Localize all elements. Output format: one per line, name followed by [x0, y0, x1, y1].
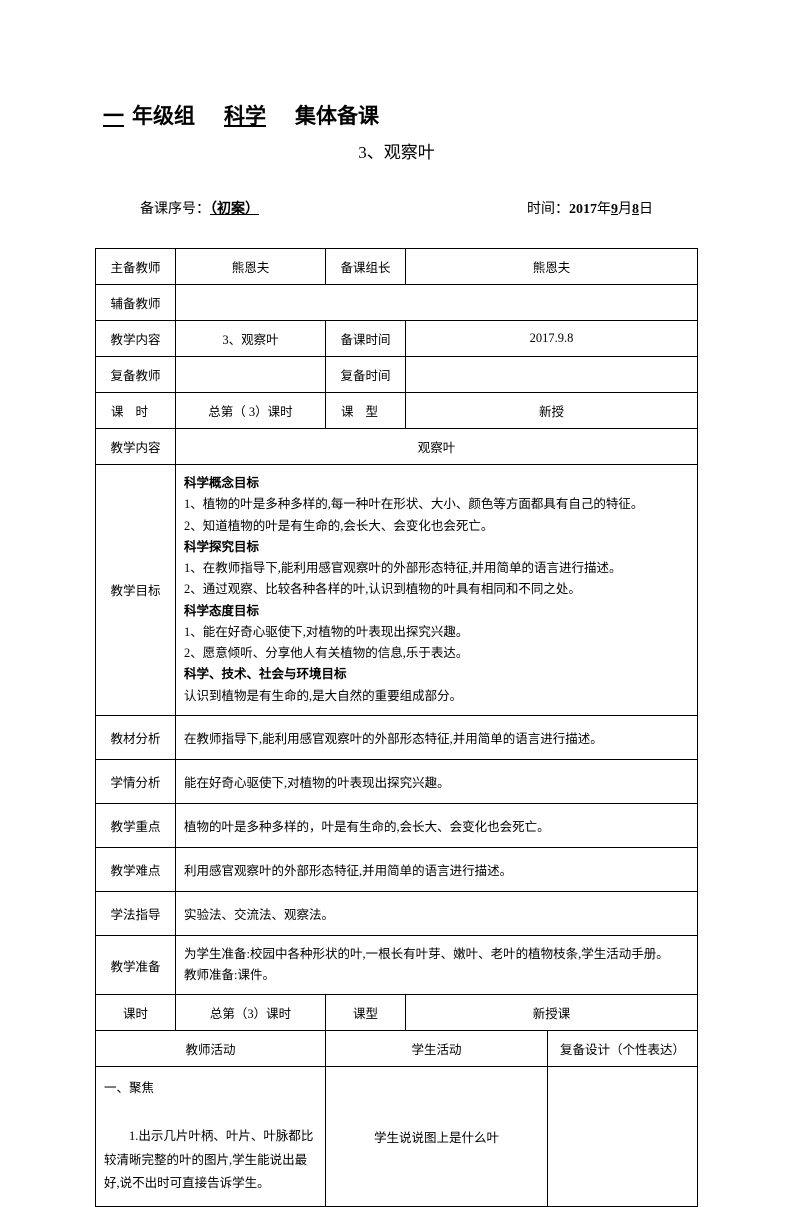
col1-header: 教师活动	[96, 1031, 326, 1067]
table-row: 教学内容 观察叶	[96, 429, 698, 465]
difficulty: 利用感官观察叶的外部形态特征,并用简单的语言进行描述。	[176, 847, 698, 891]
goals-content: 科学概念目标 1、植物的叶是多种多样的,每一种叶在形状、大小、颜色等方面都具有自…	[176, 465, 698, 716]
content: 3、观察叶	[176, 321, 326, 357]
assist-teacher-label: 辅备教师	[96, 285, 176, 321]
table-row: 一、聚焦 1.出示几片叶柄、叶片、叶脉都比较清晰完整的叶的图片,学生能说出最好,…	[96, 1067, 698, 1207]
review-time-cell	[406, 357, 698, 393]
focus-label: 教学重点	[96, 803, 176, 847]
meta-row: 备课序号：（初案） 时间：2017年9月8日	[95, 198, 698, 218]
goals-label: 教学目标	[96, 465, 176, 716]
table-row: 学法指导 实验法、交流法、观察法。	[96, 891, 698, 935]
table-row: 主备教师 熊恩夫 备课组长 熊恩夫	[96, 249, 698, 285]
date-info: 时间：2017年9月8日	[527, 198, 653, 218]
table-row: 教材分析 在教师指导下,能利用感官观察叶的外部形态特征,并用简单的语言进行描述。	[96, 715, 698, 759]
method: 实验法、交流法、观察法。	[176, 891, 698, 935]
table-row: 学情分析 能在好奇心驱使下,对植物的叶表现出探究兴趣。	[96, 759, 698, 803]
table-row: 辅备教师	[96, 285, 698, 321]
table-row: 课时 总第（ 3）课时 课型 新授	[96, 393, 698, 429]
prep-number: 备课序号：（初案）	[140, 198, 259, 218]
lesson-plan-table: 主备教师 熊恩夫 备课组长 熊恩夫 辅备教师 教学内容 3、观察叶 备课时间 2…	[95, 248, 698, 1207]
type: 新授	[406, 393, 698, 429]
table-row: 教学内容 3、观察叶 备课时间 2017.9.8	[96, 321, 698, 357]
table-row: 教学目标 科学概念目标 1、植物的叶是多种多样的,每一种叶在形状、大小、颜色等方…	[96, 465, 698, 716]
main-teacher: 熊恩夫	[176, 249, 326, 285]
type-label: 课型	[326, 393, 406, 429]
method-label: 学法指导	[96, 891, 176, 935]
col3-header: 复备设计（个性表达）	[548, 1031, 698, 1067]
prep-label: 教学准备	[96, 935, 176, 995]
material-label: 教材分析	[96, 715, 176, 759]
content2-label: 教学内容	[96, 429, 176, 465]
subtitle: 3、观察叶	[95, 138, 698, 163]
prep-leader-label: 备课组长	[326, 249, 406, 285]
table-row: 教学重点 植物的叶是多种多样的，叶是有生命的,会长大、会变化也会死亡。	[96, 803, 698, 847]
table-row: 课时 总第（3）课时 课型 新授课	[96, 995, 698, 1031]
focus: 植物的叶是多种多样的，叶是有生命的,会长大、会变化也会死亡。	[176, 803, 698, 847]
material: 在教师指导下,能利用感官观察叶的外部形态特征,并用简单的语言进行描述。	[176, 715, 698, 759]
prep-time: 2017.9.8	[406, 321, 698, 357]
review-teacher-cell	[176, 357, 326, 393]
assist-teacher-cell	[176, 285, 698, 321]
type2: 新授课	[406, 995, 698, 1031]
subject-underline: 科学	[216, 104, 274, 128]
teacher-activity: 一、聚焦 1.出示几片叶柄、叶片、叶脉都比较清晰完整的叶的图片,学生能说出最好,…	[96, 1067, 326, 1207]
main-teacher-label: 主备教师	[96, 249, 176, 285]
content2: 观察叶	[176, 429, 698, 465]
review-design-cell	[548, 1067, 698, 1207]
page-title: 一年级组 科学 集体备课	[95, 100, 698, 130]
prep-time-label: 备课时间	[326, 321, 406, 357]
period2-label: 课时	[96, 995, 176, 1031]
student: 能在好奇心驱使下,对植物的叶表现出探究兴趣。	[176, 759, 698, 803]
col2-header: 学生活动	[326, 1031, 548, 1067]
table-row: 教师活动 学生活动 复备设计（个性表达）	[96, 1031, 698, 1067]
grade-underline: 一	[95, 104, 132, 128]
table-row: 教学准备 为学生准备:校园中各种形状的叶,一根长有叶芽、嫩叶、老叶的植物枝条,学…	[96, 935, 698, 995]
period-label: 课时	[96, 393, 176, 429]
review-time-label: 复备时间	[326, 357, 406, 393]
period2: 总第（3）课时	[176, 995, 326, 1031]
prep-content: 为学生准备:校园中各种形状的叶,一根长有叶芽、嫩叶、老叶的植物枝条,学生活动手册…	[176, 935, 698, 995]
type2-label: 课型	[326, 995, 406, 1031]
difficulty-label: 教学难点	[96, 847, 176, 891]
table-row: 复备教师 复备时间	[96, 357, 698, 393]
student-label: 学情分析	[96, 759, 176, 803]
table-row: 教学难点 利用感官观察叶的外部形态特征,并用简单的语言进行描述。	[96, 847, 698, 891]
period: 总第（ 3）课时	[176, 393, 326, 429]
review-teacher-label: 复备教师	[96, 357, 176, 393]
student-activity: 学生说说图上是什么叶	[326, 1067, 548, 1207]
prep-leader: 熊恩夫	[406, 249, 698, 285]
content-label: 教学内容	[96, 321, 176, 357]
